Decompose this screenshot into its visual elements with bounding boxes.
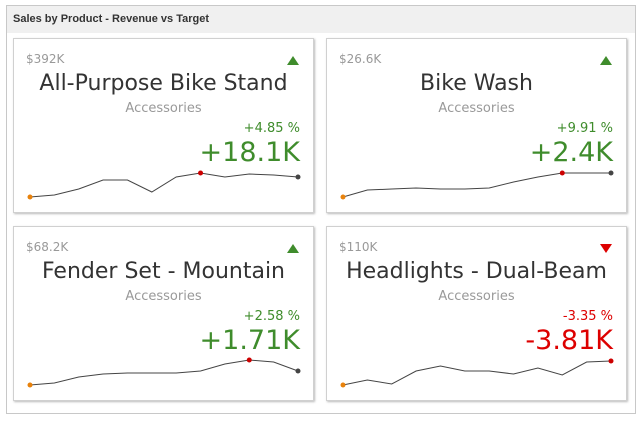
card-subtitle: Accessories	[438, 289, 515, 304]
card-subtitle: Accessories	[125, 289, 202, 304]
end-point-marker	[295, 174, 301, 180]
actual-value: $26.6K	[339, 52, 382, 66]
sparkline	[27, 170, 301, 200]
start-point-marker	[27, 194, 33, 200]
start-point-marker	[27, 382, 33, 388]
actual-value: $110K	[339, 240, 378, 254]
card-subtitle: Accessories	[125, 101, 202, 116]
triangle-up-icon	[287, 56, 299, 65]
max-point-marker	[246, 357, 252, 363]
percent-variation: +9.91 %	[556, 121, 613, 136]
card-title: Bike Wash	[420, 71, 533, 96]
percent-variation: -3.35 %	[562, 309, 613, 324]
actual-value: $68.2K	[26, 240, 69, 254]
start-point-marker	[340, 194, 346, 200]
sparkline-line	[29, 172, 299, 198]
absolute-variation: +1.71K	[199, 325, 300, 356]
kpi-card[interactable]: $110K Headlights - Dual-Beam Accessories…	[326, 226, 627, 401]
sparkline-line	[342, 172, 611, 198]
end-point-marker	[608, 170, 614, 176]
absolute-variation: +18.1K	[199, 137, 300, 168]
absolute-variation: -3.81K	[525, 325, 613, 356]
sparkline-line	[342, 360, 612, 386]
card-title: All-Purpose Bike Stand	[39, 71, 288, 96]
max-point-marker	[559, 170, 565, 176]
sparkline-line	[29, 359, 299, 386]
card-title: Headlights - Dual-Beam	[346, 259, 607, 284]
actual-value: $392K	[26, 52, 65, 66]
sparkline	[340, 358, 614, 388]
max-point-marker	[198, 170, 204, 176]
triangle-up-icon	[600, 56, 612, 65]
percent-variation: +2.58 %	[243, 309, 300, 324]
start-point-marker	[340, 382, 346, 388]
panel-title: Sales by Product - Revenue vs Target	[7, 6, 635, 33]
kpi-card[interactable]: $68.2K Fender Set - Mountain Accessories…	[13, 226, 314, 401]
kpi-card[interactable]: $26.6K Bike Wash Accessories +9.91 % +2.…	[326, 38, 627, 213]
percent-variation: +4.85 %	[243, 121, 300, 136]
end-point-marker	[295, 368, 301, 374]
triangle-up-icon	[287, 244, 299, 253]
max-point-marker	[608, 358, 614, 364]
card-subtitle: Accessories	[438, 101, 515, 116]
triangle-down-icon	[600, 244, 612, 253]
absolute-variation: +2.4K	[529, 137, 613, 168]
sparkline	[340, 170, 614, 200]
card-title: Fender Set - Mountain	[41, 259, 285, 284]
kpi-card[interactable]: $392K All-Purpose Bike Stand Accessories…	[13, 38, 314, 213]
sparkline	[27, 357, 301, 388]
